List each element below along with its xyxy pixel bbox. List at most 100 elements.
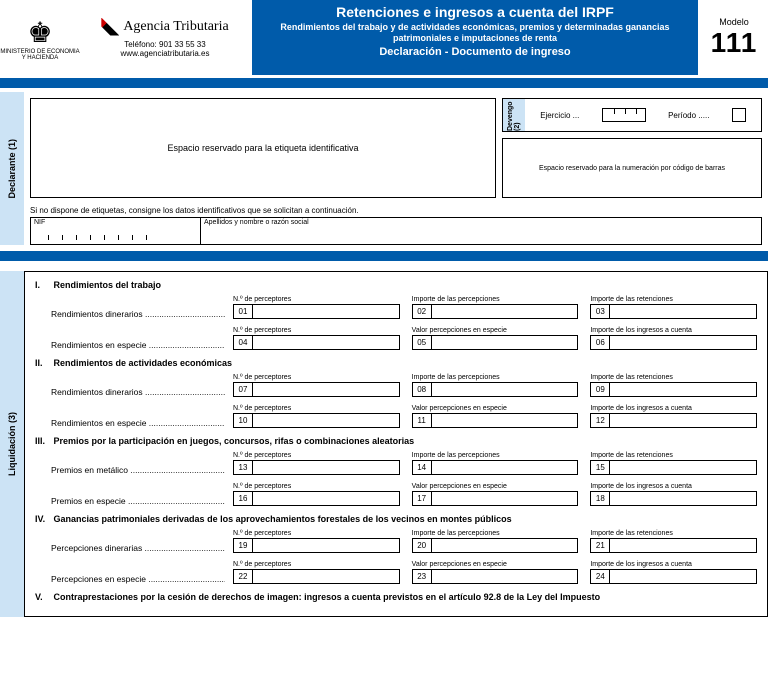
declarante-tab: Declarante (1) [0, 92, 24, 245]
line-row: Percepciones en especie ................… [35, 561, 757, 584]
field-number: 16 [233, 491, 253, 506]
field-header: Importe de las percepciones [412, 296, 579, 303]
field-input[interactable] [610, 491, 757, 506]
field-input[interactable] [610, 304, 757, 319]
field-header: Importe de las retenciones [590, 296, 757, 303]
field-number: 03 [590, 304, 610, 319]
field-input[interactable] [253, 413, 400, 428]
agency-icon [101, 18, 119, 36]
field-input[interactable] [253, 538, 400, 553]
line-label: Rendimientos en especie ................… [35, 418, 225, 428]
field-number: 05 [412, 335, 432, 350]
modelo-label: Modelo [700, 17, 768, 27]
agency-name: Agencia Tributaria [123, 19, 228, 35]
field-header: N.º de perceptores [233, 296, 400, 303]
field-input[interactable] [432, 538, 579, 553]
field-header: Importe de las retenciones [590, 530, 757, 537]
form-title: Retenciones e ingresos a cuenta del IRPF [260, 4, 690, 20]
field-number: 22 [233, 569, 253, 584]
agency-url: www.agenciatributaria.es [121, 49, 210, 58]
field-number: 10 [233, 413, 253, 428]
field-header: Importe de los ingresos a cuenta [590, 405, 757, 412]
etiqueta-box: Espacio reservado para la etiqueta ident… [30, 98, 496, 198]
nif-cell[interactable]: NIF [31, 218, 201, 244]
field-number: 04 [233, 335, 253, 350]
line-label: Rendimientos en especie ................… [35, 340, 225, 350]
declarante-section: Declarante (1) Espacio reservado para la… [0, 92, 768, 245]
line-label: Percepciones dinerarias ................… [35, 543, 225, 553]
form-declaration: Declaración - Documento de ingreso [260, 46, 690, 58]
field-header: N.º de perceptores [233, 530, 400, 537]
field-number: 15 [590, 460, 610, 475]
field-input[interactable] [432, 335, 579, 350]
field-header: Valor percepciones en especie [412, 483, 579, 490]
form-subtitle: Rendimientos del trabajo y de actividade… [260, 22, 690, 44]
field-input[interactable] [610, 569, 757, 584]
field-input[interactable] [610, 335, 757, 350]
liquidacion-tab: Liquidación (3) [0, 271, 24, 617]
field-number: 21 [590, 538, 610, 553]
field-input[interactable] [253, 569, 400, 584]
line-row: Rendimientos en especie ................… [35, 405, 757, 428]
agency-phone: Teléfono: 901 33 55 33 [124, 40, 205, 49]
field-input[interactable] [432, 569, 579, 584]
modelo-cell: Modelo 111 [700, 0, 768, 75]
line-row: Rendimientos en especie ................… [35, 327, 757, 350]
field-input[interactable] [432, 382, 579, 397]
section-title: II. Rendimientos de actividades económic… [35, 358, 757, 368]
header: ♚ MINISTERIO DE ECONOMIA Y HACIENDA Agen… [0, 0, 768, 75]
field-header: Importe de los ingresos a cuenta [590, 483, 757, 490]
line-label: Premios en metálico ....................… [35, 465, 225, 475]
field-number: 17 [412, 491, 432, 506]
separator-bar-2 [0, 251, 768, 261]
line-label: Rendimientos dinerarios ................… [35, 309, 225, 319]
field-input[interactable] [610, 460, 757, 475]
field-input[interactable] [610, 413, 757, 428]
field-number: 07 [233, 382, 253, 397]
ejercicio-input[interactable] [602, 108, 646, 122]
field-number: 08 [412, 382, 432, 397]
devengo-row: Devengo (2) Ejercicio ... Período ..... [502, 98, 762, 132]
separator-bar [0, 78, 768, 88]
field-header: Valor percepciones en especie [412, 405, 579, 412]
field-input[interactable] [253, 335, 400, 350]
line-label: Percepciones en especie ................… [35, 574, 225, 584]
devengo-tab: Devengo (2) [503, 99, 525, 131]
section-title: III. Premios por la participación en jue… [35, 436, 757, 446]
field-input[interactable] [253, 460, 400, 475]
line-row: Percepciones dinerarias ................… [35, 530, 757, 553]
field-input[interactable] [432, 413, 579, 428]
barcode-box: Espacio reservado para la numeración por… [502, 138, 762, 198]
field-header: Importe de las retenciones [590, 452, 757, 459]
field-number: 02 [412, 304, 432, 319]
field-input[interactable] [253, 491, 400, 506]
field-input[interactable] [432, 304, 579, 319]
field-input[interactable] [432, 460, 579, 475]
section-title: I. Rendimientos del trabajo [35, 280, 757, 290]
ministry-crest-cell: ♚ MINISTERIO DE ECONOMIA Y HACIENDA [0, 0, 80, 75]
field-input[interactable] [610, 382, 757, 397]
help-text: Si no dispone de etiquetas, consigne los… [30, 206, 762, 215]
field-input[interactable] [253, 304, 400, 319]
liquidacion-section: Liquidación (3) I. Rendimientos del trab… [0, 271, 768, 617]
title-cell: Retenciones e ingresos a cuenta del IRPF… [250, 0, 700, 75]
field-number: 01 [233, 304, 253, 319]
ejercicio-label: Ejercicio ... [540, 111, 579, 120]
field-header: N.º de perceptores [233, 327, 400, 334]
field-header: N.º de perceptores [233, 561, 400, 568]
modelo-number: 111 [700, 27, 768, 59]
field-header: N.º de perceptores [233, 374, 400, 381]
periodo-input[interactable] [732, 108, 746, 122]
field-input[interactable] [253, 382, 400, 397]
apellidos-cell[interactable]: Apellidos y nombre o razón social [201, 218, 761, 244]
field-header: Importe de las percepciones [412, 374, 579, 381]
periodo-label: Período ..... [668, 111, 709, 120]
field-input[interactable] [432, 491, 579, 506]
field-number: 11 [412, 413, 432, 428]
line-row: Premios en especie .....................… [35, 483, 757, 506]
crest-icon: ♚ [27, 16, 52, 49]
field-number: 23 [412, 569, 432, 584]
field-header: N.º de perceptores [233, 483, 400, 490]
field-number: 14 [412, 460, 432, 475]
field-input[interactable] [610, 538, 757, 553]
